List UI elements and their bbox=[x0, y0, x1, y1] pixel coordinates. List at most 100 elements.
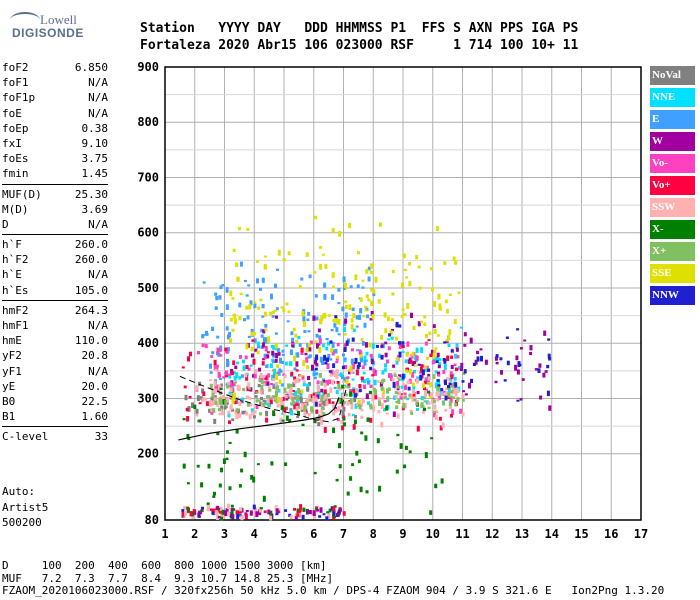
echo-point bbox=[369, 384, 373, 388]
echo-point bbox=[219, 506, 223, 510]
echo-point bbox=[318, 401, 322, 407]
echo-point bbox=[314, 360, 317, 365]
echo-point bbox=[353, 419, 357, 425]
echo-point bbox=[213, 418, 217, 424]
echo-point bbox=[354, 393, 358, 398]
echo-point bbox=[222, 376, 226, 379]
echo-point bbox=[198, 510, 202, 515]
echo-point bbox=[437, 386, 441, 391]
echo-point bbox=[298, 390, 302, 395]
echo-point bbox=[411, 389, 415, 394]
echo-point bbox=[335, 317, 338, 320]
parameter-panel: foF2 6.850 foF1 N/A foF1p N/A foE N/A foEp 0.38 fx… bbox=[2, 60, 108, 445]
echo-point bbox=[335, 389, 339, 395]
echo-point bbox=[413, 396, 417, 401]
echo-point bbox=[221, 411, 225, 416]
echo-point bbox=[209, 379, 213, 382]
echo-point bbox=[301, 403, 304, 409]
echo-point bbox=[433, 301, 436, 307]
param-row-yf2: yF2 20.8 bbox=[2, 348, 108, 363]
echo-point bbox=[259, 372, 263, 378]
echo-point bbox=[302, 507, 306, 512]
echo-point bbox=[416, 425, 420, 432]
echo-point bbox=[253, 410, 257, 414]
echo-point bbox=[321, 343, 325, 348]
y-tick-label: 200 bbox=[137, 447, 159, 461]
echo-point bbox=[247, 402, 250, 407]
param-row-foep: foEp 0.38 bbox=[2, 121, 108, 136]
echo-point bbox=[231, 514, 235, 520]
param-name: hmF2 bbox=[2, 303, 29, 317]
echo-point bbox=[310, 510, 314, 515]
echo-point bbox=[308, 347, 312, 352]
echo-point bbox=[252, 476, 256, 483]
echo-point bbox=[307, 375, 311, 381]
echo-point bbox=[342, 276, 346, 283]
echo-point bbox=[358, 314, 362, 320]
echo-point bbox=[427, 339, 431, 342]
param-name: foEs bbox=[2, 152, 29, 166]
echo-point bbox=[329, 340, 333, 344]
echo-point bbox=[337, 406, 341, 412]
echo-point bbox=[298, 285, 302, 289]
echo-point bbox=[253, 303, 257, 309]
echo-point bbox=[379, 382, 383, 388]
echo-point bbox=[387, 316, 391, 322]
echo-point bbox=[337, 383, 341, 390]
echo-point bbox=[411, 396, 415, 402]
param-name: hmF1 bbox=[2, 319, 29, 332]
echo-point bbox=[244, 373, 248, 378]
echo-point bbox=[326, 357, 329, 362]
echo-point bbox=[344, 365, 348, 370]
echo-point bbox=[261, 304, 265, 309]
echo-point bbox=[361, 397, 365, 404]
echo-point bbox=[427, 390, 431, 394]
echo-point bbox=[209, 371, 213, 374]
echo-point bbox=[297, 335, 301, 340]
echo-point bbox=[339, 397, 343, 404]
echo-point bbox=[196, 395, 200, 402]
echo-point bbox=[341, 375, 345, 380]
echo-point bbox=[361, 340, 365, 346]
param-row-foe: foE N/A bbox=[2, 106, 108, 121]
echo-point bbox=[408, 393, 412, 397]
echo-point bbox=[354, 274, 358, 281]
echo-point bbox=[346, 400, 350, 406]
echo-point bbox=[248, 387, 252, 390]
echo-point bbox=[238, 316, 242, 321]
echo-point bbox=[238, 376, 242, 380]
ionogram-plot: 1 2 3 4 5 6 7 8 9 10 11 12 13 14 15 16 17802003004005006… bbox=[137, 60, 648, 541]
echo-point bbox=[368, 390, 372, 394]
echo-point bbox=[436, 379, 440, 382]
echo-point bbox=[236, 277, 240, 282]
echo-point bbox=[299, 396, 303, 402]
header-line-2: Fortaleza 2020 Abr15 106 023000 RSF 1 71… bbox=[140, 38, 579, 53]
echo-point bbox=[338, 230, 342, 237]
echo-point bbox=[417, 363, 421, 366]
echo-point bbox=[227, 410, 231, 415]
echo-point bbox=[232, 371, 236, 375]
echo-point bbox=[318, 373, 322, 378]
echo-point bbox=[262, 495, 266, 502]
echo-point bbox=[209, 400, 212, 407]
echo-point bbox=[263, 264, 267, 270]
echo-point bbox=[295, 405, 299, 412]
station-header: Station YYYY DAY DDD HHMMSS P1 FFS S AXN… bbox=[140, 20, 578, 54]
echo-point bbox=[398, 351, 402, 358]
echo-point bbox=[357, 399, 361, 405]
plot-frame bbox=[164, 66, 642, 521]
echo-point bbox=[462, 372, 466, 375]
echo-point bbox=[367, 298, 371, 302]
echo-point bbox=[408, 262, 412, 266]
echo-point bbox=[412, 370, 416, 374]
echo-point bbox=[391, 328, 394, 332]
echo-point bbox=[314, 397, 318, 403]
echo-point bbox=[267, 509, 271, 515]
echo-point bbox=[458, 365, 461, 370]
echo-point bbox=[332, 285, 335, 289]
echo-point bbox=[319, 246, 323, 249]
echo-point bbox=[187, 507, 190, 513]
echo-point bbox=[399, 396, 403, 400]
echo-point bbox=[228, 420, 231, 425]
echo-point bbox=[266, 351, 270, 354]
